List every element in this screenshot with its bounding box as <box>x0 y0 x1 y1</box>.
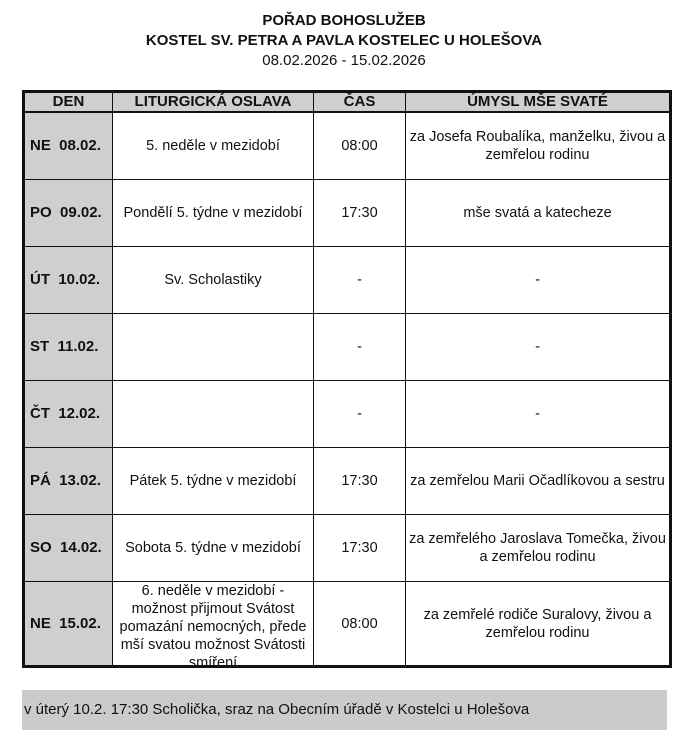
celebration-cell: Sobota 5. týdne v mezidobí <box>112 514 314 582</box>
table-row: ÚT 10.02. Sv. Scholastiky - - <box>23 246 671 314</box>
day-cell: ST 11.02. <box>23 313 113 381</box>
celebration-cell: Pátek 5. týdne v mezidobí <box>112 447 314 515</box>
time-cell-text: 08:00 <box>341 615 378 632</box>
day-cell-text: NE 15.02. <box>30 614 101 632</box>
intention-cell-text: - <box>535 406 540 422</box>
time-cell: 08:00 <box>313 581 406 667</box>
celebration-cell <box>112 380 314 448</box>
time-cell: - <box>313 246 406 314</box>
column-header-time: ČAS <box>313 91 406 113</box>
table-row: SO 14.02. Sobota 5. týdne v mezidobí 17:30… <box>23 514 671 582</box>
table-row: NE 15.02. 6. neděle v mezidobí - možnost … <box>23 581 671 667</box>
time-cell: 08:00 <box>313 111 406 180</box>
time-cell-text: - <box>357 339 362 355</box>
intention-cell: za zemřelou Marii Očadlíkovou a sestru <box>405 447 671 515</box>
day-cell-text: PO 09.02. <box>30 204 102 221</box>
table-row: PO 09.02. Pondělí 5. týdne v mezidobí 17:3… <box>23 179 671 247</box>
time-cell: 17:30 <box>313 447 406 515</box>
intention-cell-text: za zemřelého Jaroslava Tomečka, živou a … <box>409 531 666 565</box>
day-cell: ČT 12.02. <box>23 380 113 448</box>
celebration-cell: Pondělí 5. týdne v mezidobí <box>112 179 314 247</box>
time-cell-text: 17:30 <box>341 205 378 221</box>
day-cell-text: ÚT 10.02. <box>30 271 101 288</box>
time-cell-text: 17:30 <box>341 540 378 556</box>
day-cell: NE 15.02. <box>23 581 113 667</box>
schedule-table: DEN LITURGICKÁ OSLAVA ČAS ÚMYSL MŠE SVAT… <box>22 90 672 668</box>
table-row: ČT 12.02. - - <box>23 380 671 448</box>
time-cell-text: - <box>357 272 362 288</box>
intention-cell: mše svatá a katecheze <box>405 179 671 247</box>
intention-cell-text: za Josefa Roubalíka, manželku, živou a z… <box>409 129 666 163</box>
intention-cell-text: za zemřelé rodiče Suralovy, živou a zemř… <box>423 606 652 641</box>
intention-cell: za zemřelého Jaroslava Tomečka, živou a … <box>405 514 671 582</box>
footer-note: v úterý 10.2. 17:30 Scholička, sraz na O… <box>22 690 667 730</box>
day-cell-text: ST 11.02. <box>30 338 99 355</box>
day-cell: PO 09.02. <box>23 179 113 247</box>
day-cell-text: PÁ 13.02. <box>30 472 101 489</box>
table-row: NE 08.02. 5. neděle v mezidobí 08:00 za Jos… <box>23 111 671 180</box>
church-name: KOSTEL SV. PETRA A PAVLA KOSTELEC U HOLE… <box>145 32 543 49</box>
day-cell-text: SO 14.02. <box>30 539 102 556</box>
intention-cell-text: - <box>535 272 540 288</box>
day-cell: NE 08.02. <box>23 111 113 180</box>
time-cell-text: 08:00 <box>341 138 378 154</box>
celebration-cell-text: Sobota 5. týdne v mezidobí <box>125 540 301 556</box>
day-cell-text: NE 08.02. <box>30 137 101 154</box>
celebration-cell-text: Pondělí 5. týdne v mezidobí <box>123 205 303 221</box>
celebration-cell: 6. neděle v mezidobí - možnost přijmout … <box>112 581 314 667</box>
table-header-row: DEN LITURGICKÁ OSLAVA ČAS ÚMYSL MŠE SVAT… <box>23 91 671 113</box>
intention-cell-text: za zemřelou Marii Očadlíkovou a sestru <box>410 473 665 489</box>
day-cell-text: ČT 12.02. <box>30 405 101 422</box>
document-title: POŘAD BOHOSLUŽEB <box>262 12 426 29</box>
intention-cell: za Josefa Roubalíka, manželku, živou a z… <box>405 111 671 180</box>
table-row: PÁ 13.02. Pátek 5. týdne v mezidobí 17:30 z… <box>23 447 671 515</box>
celebration-cell-text: Pátek 5. týdne v mezidobí <box>129 473 297 489</box>
table-row: ST 11.02. - - <box>23 313 671 381</box>
celebration-cell-text: 5. neděle v mezidobí <box>146 138 280 154</box>
time-cell: 17:30 <box>313 179 406 247</box>
celebration-cell: Sv. Scholastiky <box>112 246 314 314</box>
intention-cell: za zemřelé rodiče Suralovy, živou a zemř… <box>405 581 671 667</box>
date-range: 08.02.2026 - 15.02.2026 <box>262 52 426 69</box>
celebration-cell-text: 6. neděle v mezidobí - možnost přijmout … <box>119 583 307 665</box>
intention-cell: - <box>405 246 671 314</box>
day-cell: PÁ 13.02. <box>23 447 113 515</box>
time-cell-text: 17:30 <box>341 473 378 489</box>
intention-cell-text: mše svatá a katecheze <box>463 205 612 221</box>
day-cell: SO 14.02. <box>23 514 113 582</box>
column-header-intention: ÚMYSL MŠE SVATÉ <box>405 91 671 113</box>
celebration-cell-text: Sv. Scholastiky <box>164 272 262 288</box>
time-cell: - <box>313 313 406 381</box>
column-header-celebration: LITURGICKÁ OSLAVA <box>112 91 314 113</box>
day-cell: ÚT 10.02. <box>23 246 113 314</box>
intention-cell: - <box>405 380 671 448</box>
celebration-cell <box>112 313 314 381</box>
celebration-cell: 5. neděle v mezidobí <box>112 111 314 180</box>
time-cell: 17:30 <box>313 514 406 582</box>
time-cell: - <box>313 380 406 448</box>
intention-cell-text: - <box>535 339 540 355</box>
intention-cell: - <box>405 313 671 381</box>
time-cell-text: - <box>357 406 362 422</box>
column-header-day: DEN <box>23 91 113 113</box>
